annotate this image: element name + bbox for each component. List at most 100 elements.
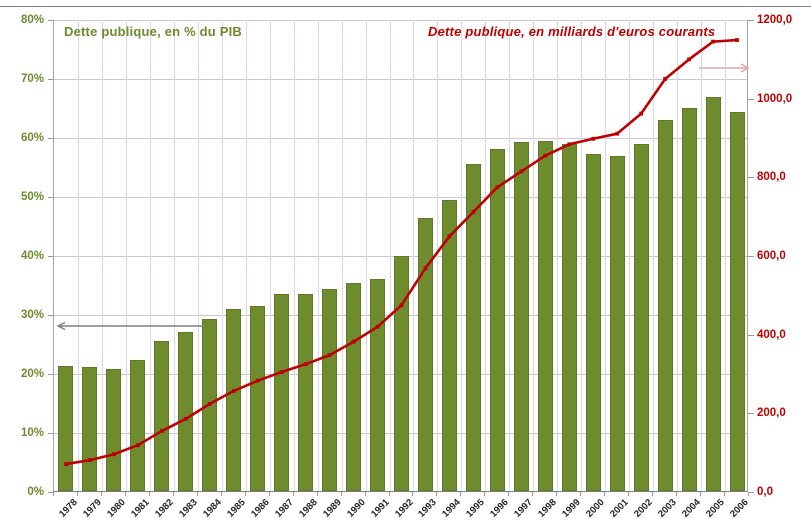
- y-axis-tick: [48, 315, 54, 316]
- y2-axis-tick: [748, 334, 754, 336]
- x-axis-tick-label: 1982: [152, 497, 176, 520]
- x-axis-tick-label: 1999: [560, 497, 584, 520]
- bar: [178, 331, 194, 491]
- line-marker: [663, 77, 668, 81]
- x-axis-tick: [412, 492, 413, 496]
- x-axis-tick: [604, 492, 605, 496]
- y-axis-tick-label: 30%: [20, 309, 44, 321]
- gridline-vertical: [653, 20, 654, 491]
- x-axis-tick-label: 1979: [80, 497, 104, 520]
- gridline-vertical: [318, 20, 319, 491]
- x-axis-tick-label: 1995: [464, 497, 488, 520]
- x-axis-tick: [269, 492, 270, 496]
- line-marker: [495, 185, 500, 190]
- y-axis-tick-label: 80%: [20, 14, 44, 26]
- y-axis-tick-label: 60%: [20, 132, 44, 144]
- gridline-horizontal: [54, 197, 747, 198]
- plot-area: [53, 20, 748, 492]
- gridline-vertical: [629, 20, 630, 491]
- y2-axis-tick-label: 0,0: [757, 486, 773, 498]
- left-axis-arrow-icon: [55, 321, 205, 331]
- y-axis-tick-label: 70%: [20, 73, 44, 85]
- y2-axis-tick: [748, 98, 754, 100]
- line-marker: [711, 39, 715, 44]
- y2-axis-tick-label: 1200,0: [757, 14, 793, 26]
- y2-axis-tick-label: 1000,0: [757, 92, 793, 105]
- x-axis-tick-label: 1993: [416, 497, 440, 520]
- y2-axis-tick: [748, 413, 754, 415]
- gridline-vertical: [126, 20, 127, 491]
- gridline-vertical: [413, 20, 414, 491]
- gridline-vertical: [701, 20, 702, 491]
- line-marker: [64, 462, 68, 466]
- bar: [489, 148, 505, 491]
- y-axis-tick: [48, 433, 54, 434]
- x-axis-tick: [556, 492, 557, 496]
- line-marker: [183, 416, 188, 421]
- gridline-vertical: [461, 20, 462, 491]
- gridline-vertical: [198, 20, 199, 491]
- x-axis-tick-label: 2006: [728, 497, 751, 520]
- gridline-vertical: [78, 20, 79, 491]
- line-marker: [519, 169, 524, 174]
- gridline-horizontal: [54, 138, 747, 139]
- x-axis-tick-label: 1986: [248, 497, 272, 520]
- gridline-vertical: [725, 20, 726, 491]
- header-divider: [0, 6, 811, 7]
- bar: [441, 200, 457, 491]
- gridline-vertical: [437, 20, 438, 491]
- bar: [226, 309, 242, 491]
- x-axis-tick: [484, 492, 485, 496]
- bar: [130, 360, 146, 491]
- bar: [657, 119, 673, 491]
- x-axis-tick: [700, 492, 701, 496]
- gridline-vertical: [270, 20, 271, 491]
- x-axis-tick: [53, 492, 54, 496]
- y2-axis-tick-label: 400,0: [757, 328, 786, 341]
- x-axis-tick-label: 1994: [440, 497, 464, 520]
- line-marker: [207, 401, 212, 406]
- gridline-vertical: [390, 20, 391, 491]
- x-axis-tick-label: 1989: [320, 497, 344, 520]
- x-axis-tick-label: 1983: [176, 497, 200, 520]
- gridline-vertical: [150, 20, 151, 491]
- line-marker: [255, 378, 260, 383]
- gridline-vertical: [677, 20, 678, 491]
- y-axis-tick: [48, 20, 54, 21]
- x-axis-tick-label: 2002: [632, 497, 655, 520]
- x-axis-tick-label: 1998: [536, 497, 560, 520]
- x-axis-tick: [580, 492, 581, 496]
- y-axis-tick-label: 20%: [20, 368, 44, 380]
- x-axis-tick-label: 2000: [584, 497, 607, 520]
- x-axis-tick: [628, 492, 629, 496]
- gridline-horizontal: [54, 20, 747, 21]
- x-axis-tick-label: 1978: [57, 497, 80, 520]
- line-marker: [423, 266, 428, 271]
- x-axis-tick: [436, 492, 437, 496]
- bar: [633, 144, 649, 491]
- x-axis-tick: [748, 492, 749, 496]
- line-marker: [687, 57, 691, 62]
- y2-axis-tick: [748, 492, 754, 493]
- gridline-vertical: [174, 20, 175, 491]
- y-axis-tick: [48, 492, 54, 493]
- gridline-horizontal: [54, 79, 747, 80]
- line-marker: [159, 429, 164, 433]
- left-series-title: Dette publique, en % du PIB: [64, 24, 243, 39]
- line-marker: [327, 353, 332, 358]
- x-axis-tick: [676, 492, 677, 496]
- x-axis-tick: [293, 492, 294, 496]
- bar: [417, 217, 433, 491]
- bar: [465, 163, 481, 491]
- line-marker: [591, 136, 596, 141]
- y2-axis-tick: [748, 177, 754, 179]
- y-axis-tick-label: 50%: [20, 191, 44, 203]
- right-axis-arrow-icon: [699, 62, 750, 74]
- x-axis-tick-label: 1988: [296, 497, 320, 520]
- y-axis-tick: [48, 197, 54, 198]
- line-marker: [543, 153, 548, 158]
- line-marker: [231, 389, 236, 393]
- x-axis-tick: [317, 492, 318, 496]
- bar: [322, 289, 338, 491]
